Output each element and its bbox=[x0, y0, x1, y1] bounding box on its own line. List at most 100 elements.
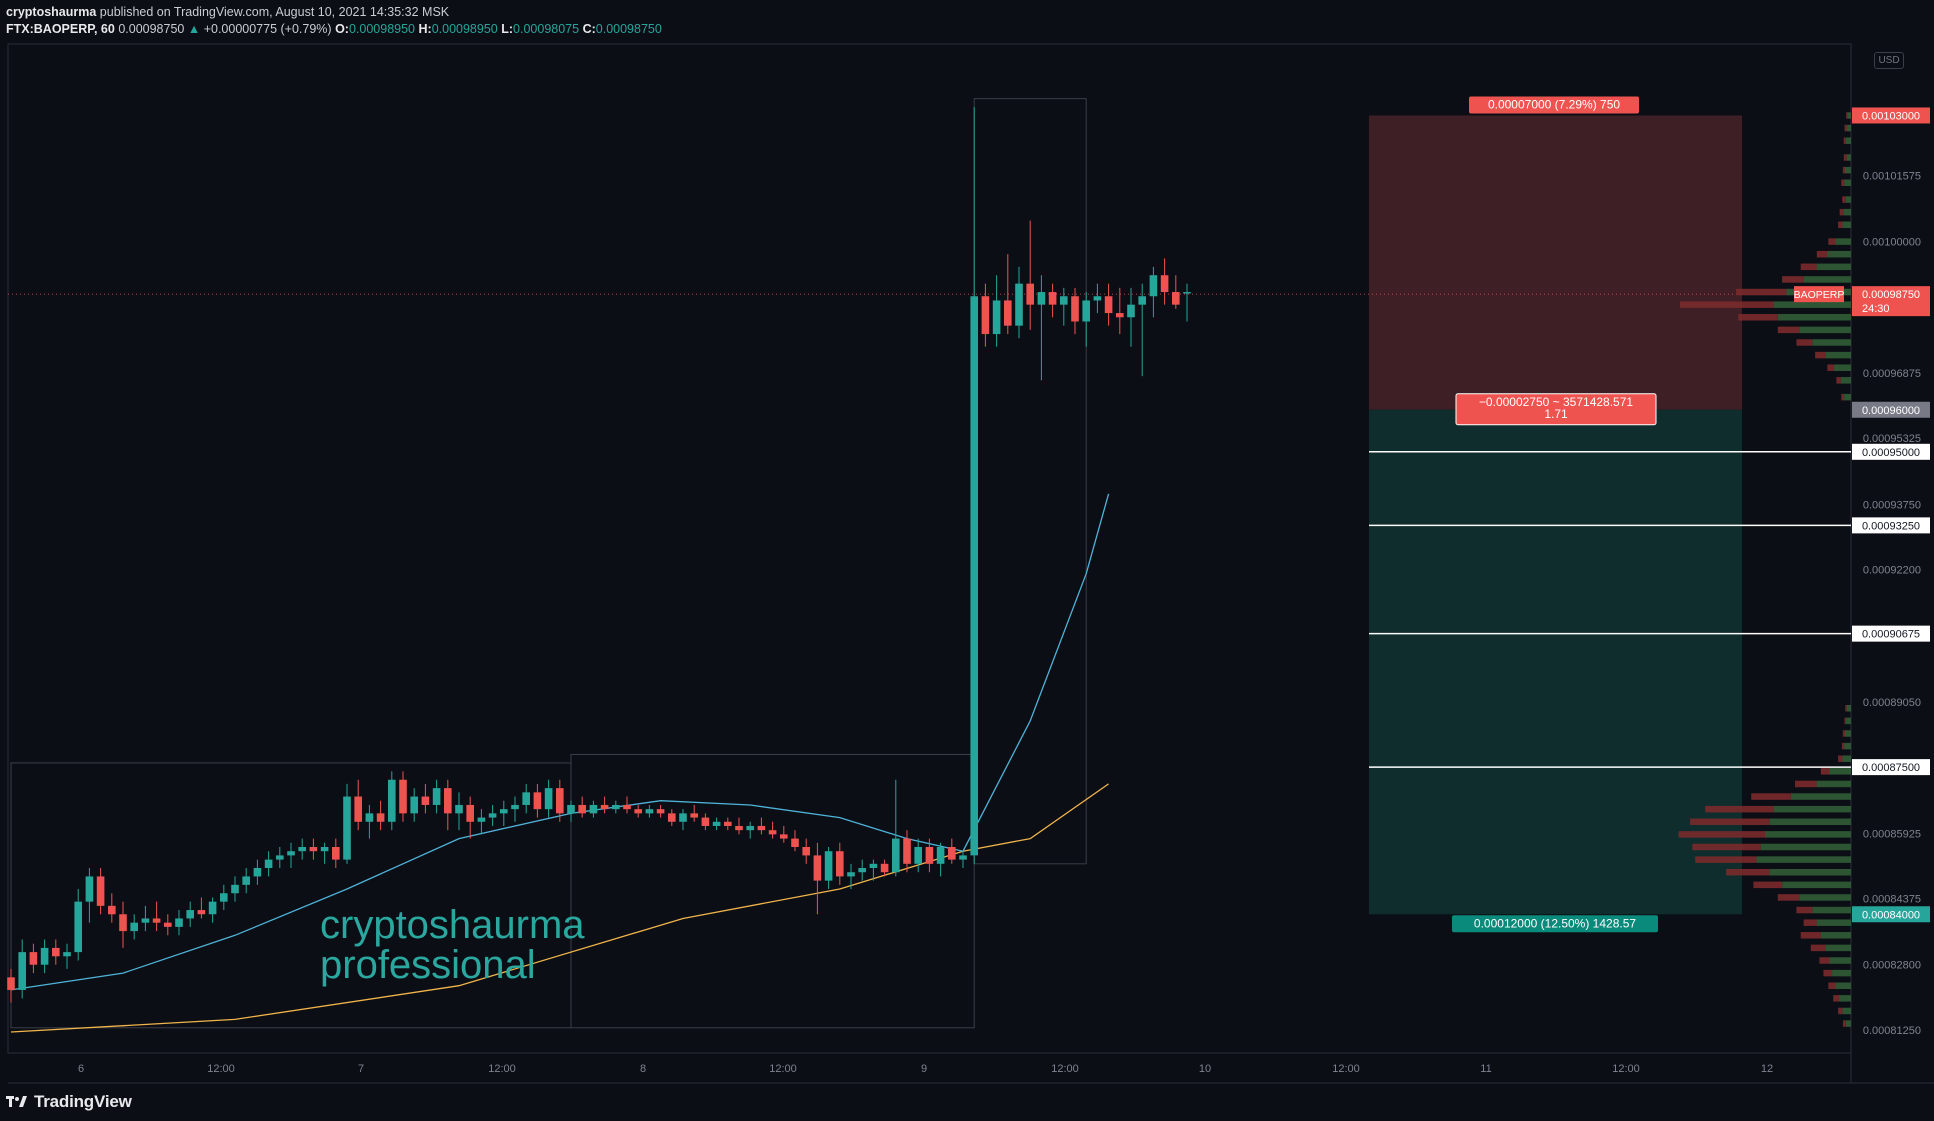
candle bbox=[1071, 287, 1079, 335]
volume-profile-up-bar bbox=[1845, 717, 1851, 725]
slow-moving-average-line bbox=[10, 783, 1109, 1033]
watermark-line-2: professional bbox=[320, 943, 536, 987]
volume-profile-up-bar bbox=[1829, 768, 1851, 775]
candle bbox=[869, 859, 878, 881]
volume-profile-up-bar bbox=[1846, 124, 1851, 132]
candle-body bbox=[623, 804, 631, 810]
volume-profile-down-bar bbox=[1796, 339, 1813, 346]
candle-body bbox=[1160, 275, 1169, 293]
candles bbox=[7, 107, 1191, 1003]
candle bbox=[556, 779, 564, 822]
candle-body bbox=[231, 884, 239, 894]
candle-body bbox=[444, 788, 452, 814]
volume-profile-down-bar bbox=[1842, 1020, 1846, 1027]
watermark-line-1: cryptoshaurma bbox=[320, 903, 585, 947]
volume-profile-down-bar bbox=[1842, 196, 1846, 203]
chart-header: cryptoshaurma published on TradingView.c… bbox=[6, 4, 1906, 40]
candle bbox=[1104, 283, 1113, 326]
candle-body bbox=[645, 809, 654, 814]
time-tick-label: 12:00 bbox=[488, 1063, 516, 1075]
volume-profile-down-bar bbox=[1726, 868, 1770, 876]
candle bbox=[847, 863, 855, 890]
candle-body bbox=[802, 846, 810, 856]
candle-body bbox=[421, 796, 430, 805]
range-box bbox=[570, 754, 975, 1029]
currency-badge[interactable]: USD bbox=[1874, 52, 1904, 69]
candle bbox=[52, 939, 60, 965]
volume-profile-up-bar bbox=[1846, 154, 1851, 161]
candle-body bbox=[477, 817, 486, 822]
candle bbox=[970, 107, 978, 864]
candle-body bbox=[757, 825, 766, 831]
candle-body bbox=[791, 838, 799, 847]
candle-body bbox=[40, 947, 49, 965]
price-tick-label: 0.00084375 bbox=[1863, 893, 1921, 905]
candle-body bbox=[1082, 300, 1090, 322]
candle bbox=[309, 838, 318, 860]
candle-body bbox=[74, 901, 82, 953]
candle-body bbox=[724, 821, 732, 826]
candle-body bbox=[320, 846, 329, 852]
price-tick-label: 0.00093750 bbox=[1863, 499, 1921, 511]
price-badge-bg bbox=[1852, 401, 1930, 418]
candle bbox=[287, 842, 295, 869]
candle bbox=[108, 893, 116, 923]
candle-body bbox=[220, 893, 228, 902]
symbol-label[interactable]: FTX:BAOPERP, 60 bbox=[6, 22, 115, 36]
volume-profile-up-bar bbox=[1826, 250, 1851, 258]
candle-body bbox=[63, 952, 71, 957]
candle-body bbox=[589, 804, 598, 814]
candle bbox=[612, 800, 620, 814]
candle-body bbox=[287, 851, 295, 856]
price-tick-label: 0.00101575 bbox=[1863, 170, 1921, 182]
time-tick-label: 8 bbox=[640, 1063, 646, 1075]
candle-body bbox=[634, 809, 642, 814]
candle-body bbox=[679, 813, 687, 822]
candle-body bbox=[511, 804, 519, 810]
candle-body bbox=[108, 905, 116, 915]
price-change: +0.00000775 (+0.79%) bbox=[203, 22, 332, 36]
volume-profile-down-bar bbox=[1827, 364, 1834, 371]
volume-profile-up-bar bbox=[1782, 881, 1851, 889]
candle-body bbox=[847, 872, 855, 877]
candle bbox=[1060, 287, 1068, 326]
candle bbox=[735, 817, 743, 835]
volume-profile-down-bar bbox=[1800, 263, 1817, 271]
stop-loss-label-text: 0.00007000 (7.29%) 750 bbox=[1488, 97, 1620, 111]
candle-body bbox=[959, 855, 967, 860]
candle bbox=[1138, 283, 1146, 377]
tradingview-brand[interactable]: TradingView bbox=[34, 1092, 132, 1111]
candle-body bbox=[242, 876, 250, 885]
candle-body bbox=[735, 825, 743, 831]
candle bbox=[634, 804, 642, 818]
tradingview-logo-icon[interactable] bbox=[6, 1094, 28, 1110]
candle-body bbox=[253, 868, 262, 877]
low-value: 0.00098075 bbox=[513, 22, 580, 36]
volume-profile-down-bar bbox=[1843, 154, 1847, 161]
published-text: published on TradingView.com, August 10,… bbox=[99, 5, 450, 19]
candle bbox=[253, 859, 262, 885]
candle-body bbox=[264, 859, 273, 869]
volume-profile-down-bar bbox=[1738, 314, 1778, 321]
volume-profile-up-bar bbox=[1842, 1007, 1851, 1015]
close-label: C: bbox=[582, 22, 596, 36]
candle bbox=[645, 804, 654, 818]
candle-body bbox=[914, 846, 922, 864]
volume-profile-up-bar bbox=[1844, 166, 1851, 174]
volume-profile-up-bar bbox=[1845, 196, 1851, 203]
candle-body bbox=[186, 910, 194, 919]
volume-profile-down-bar bbox=[1828, 982, 1836, 989]
publish-line: cryptoshaurma published on TradingView.c… bbox=[6, 4, 1906, 21]
position-info-label-bg bbox=[1455, 393, 1657, 426]
candle-body bbox=[836, 851, 844, 877]
candle bbox=[1127, 287, 1135, 347]
candle-body bbox=[656, 809, 665, 814]
candle-body bbox=[1060, 296, 1068, 305]
candle bbox=[589, 800, 598, 818]
volume-profile-down-bar bbox=[1705, 805, 1774, 813]
author-name[interactable]: cryptoshaurma bbox=[6, 5, 97, 19]
volume-profile-up-bar bbox=[1769, 818, 1851, 826]
last-price-badge-text: 0.00098750 bbox=[1862, 289, 1920, 301]
